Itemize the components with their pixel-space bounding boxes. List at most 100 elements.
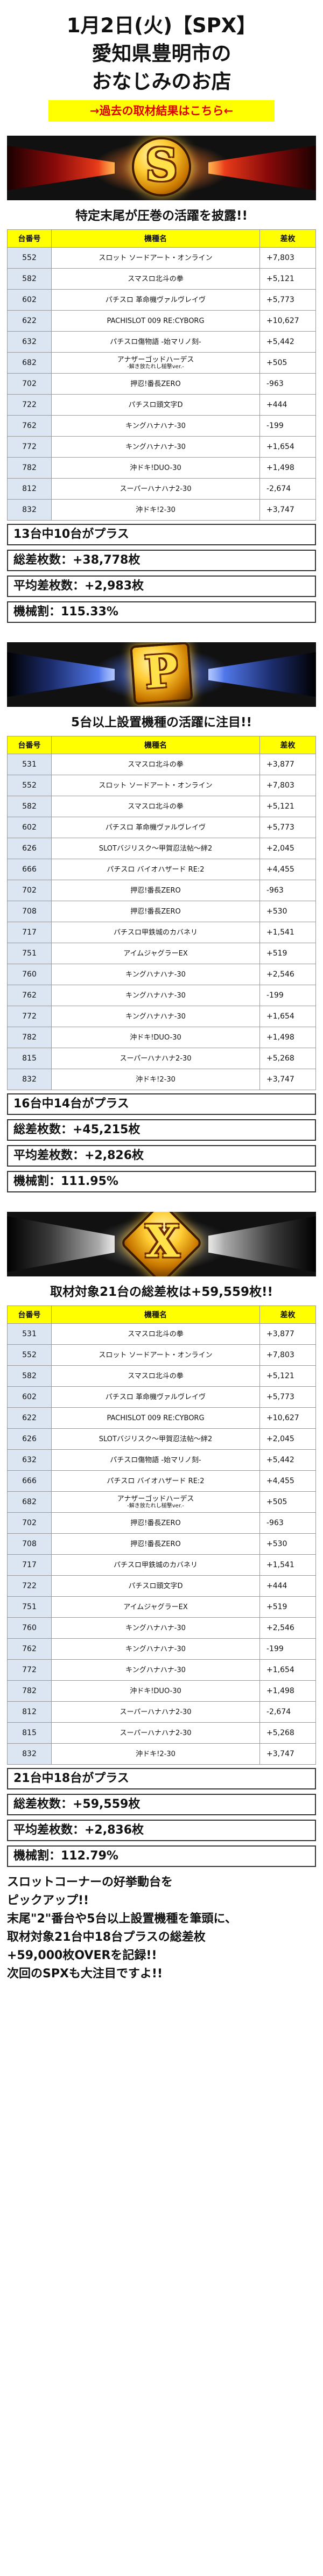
coin-difference: +530 [259, 901, 316, 922]
table-row: 815 スーパーハナハナ2-30 +5,268 [7, 1722, 316, 1744]
machine-name-cell: パチスロ バイオハザード RE:2 [51, 859, 260, 880]
machine-name-cell: スロット ソードアート・オンライン [51, 1344, 260, 1366]
machine-number: 832 [7, 1743, 52, 1765]
machine-number: 582 [7, 268, 52, 290]
machine-name-cell: キングハナハナ-30 [51, 1617, 260, 1639]
table-row: 772 キングハナハナ-30 +1,654 [7, 436, 316, 458]
machine-number: 760 [7, 964, 52, 985]
machine-name-cell: パチスロ 革命機ヴァルヴレイヴ [51, 817, 260, 838]
machine-name: スマスロ北斗の拳 [128, 760, 184, 769]
machine-name-cell: キングハナハナ-30 [51, 1006, 260, 1027]
coin-difference: +1,498 [259, 457, 316, 479]
machine-name-cell: アイムジャグラーEX [51, 1596, 260, 1618]
coin-difference: +2,546 [259, 1617, 316, 1639]
machine-name: パチスロ バイオハザード RE:2 [107, 1477, 205, 1485]
machine-number: 812 [7, 1701, 52, 1723]
machine-number: 832 [7, 499, 52, 521]
section-title: 特定末尾が圧巻の活躍を披露!! [75, 209, 248, 223]
machine-name: キングハナハナ-30 [125, 970, 186, 979]
outro-line: +59,000枚OVERを記録!! [7, 1949, 157, 1962]
header-diff: 差枚 [259, 736, 316, 754]
machine-name-cell: スーパーハナハナ2-30 [51, 478, 260, 500]
machine-number: 602 [7, 1386, 52, 1408]
machine-number: 815 [7, 1048, 52, 1069]
machine-name: SLOTバジリスク～甲賀忍法帖～絆2 [99, 844, 213, 853]
coin-difference: +1,654 [259, 1659, 316, 1681]
table-row: 531 スマスロ北斗の拳 +3,877 [7, 754, 316, 775]
table-row: 812 スーパーハナハナ2-30 -2,674 [7, 478, 316, 500]
coin-difference: -199 [259, 985, 316, 1006]
coin-difference: -2,674 [259, 478, 316, 500]
past-results-link[interactable]: →過去の取材結果はこちら← [48, 100, 275, 122]
coin-difference: +5,773 [259, 1386, 316, 1408]
machine-name: スーパーハナハナ2-30 [120, 485, 192, 493]
table-row: 602 パチスロ 革命機ヴァルヴレイヴ +5,773 [7, 817, 316, 838]
machine-name: 沖ドキ!2-30 [136, 1075, 175, 1084]
machine-name: パチスロ傷物語 -始マリノ刻- [110, 338, 201, 346]
table-row: 760 キングハナハナ-30 +2,546 [7, 1617, 316, 1639]
average-diff-box: 平均差枚数：+2,826枚 [7, 1145, 316, 1167]
machine-name: SLOTバジリスク～甲賀忍法帖～絆2 [99, 1435, 213, 1443]
table-row: 602 パチスロ 革命機ヴァルヴレイヴ +5,773 [7, 1386, 316, 1408]
machine-number: 812 [7, 478, 52, 500]
plus-count-box: 16台中14台がプラス [7, 1093, 316, 1115]
machine-name: キングハナハナ-30 [125, 1012, 186, 1021]
header-id: 台番号 [7, 1305, 52, 1324]
page-title-location: 愛知県豊明市の [92, 42, 231, 65]
coin-difference: +530 [259, 1533, 316, 1555]
table-row: 531 スマスロ北斗の拳 +3,877 [7, 1323, 316, 1345]
coin-difference: +4,455 [259, 859, 316, 880]
table-row: 717 パチスロ甲鉄城のカバネリ +1,541 [7, 1554, 316, 1576]
table-row: 832 沖ドキ!2-30 +3,747 [7, 1743, 316, 1765]
machine-name: 押忍!番長ZERO [130, 1519, 181, 1527]
table-row: 782 沖ドキ!DUO-30 +1,498 [7, 1680, 316, 1702]
machine-name-cell: SLOTバジリスク～甲賀忍法帖～絆2 [51, 838, 260, 859]
coin-difference: -963 [259, 373, 316, 395]
machine-name: パチスロ バイオハザード RE:2 [107, 865, 205, 874]
payout-rate-box: 機械割：115.33% [7, 601, 316, 623]
coin-difference: +1,541 [259, 922, 316, 943]
machine-number: 782 [7, 457, 52, 479]
machine-name-cell: 沖ドキ!2-30 [51, 1069, 260, 1090]
outro-line: 取材対象21台中18台プラスの総差枚 [7, 1931, 206, 1944]
machine-name-cell: キングハナハナ-30 [51, 985, 260, 1006]
machine-number: 832 [7, 1069, 52, 1090]
table-row: 552 スロット ソードアート・オンライン +7,803 [7, 1344, 316, 1366]
total-diff-box: 総差枚数：+45,215枚 [7, 1119, 316, 1141]
coin-difference: +2,045 [259, 838, 316, 859]
machine-name: キングハナハナ-30 [125, 1666, 186, 1674]
header-diff: 差枚 [259, 1305, 316, 1324]
machine-name-cell: 沖ドキ!2-30 [51, 1743, 260, 1765]
coin-difference: +5,442 [259, 1449, 316, 1471]
coin-difference: +7,803 [259, 775, 316, 796]
header-name: 機種名 [51, 736, 260, 754]
machine-name-cell: スーパーハナハナ2-30 [51, 1701, 260, 1723]
outro-line: ピックアップ!! [7, 1894, 89, 1907]
machine-name-cell: スロット ソードアート・オンライン [51, 247, 260, 269]
machine-number: 762 [7, 985, 52, 1006]
machine-name: キングハナハナ-30 [125, 1624, 186, 1632]
machine-number: 762 [7, 1638, 52, 1660]
machine-name: スーパーハナハナ2-30 [120, 1708, 192, 1716]
machine-name: 押忍!番長ZERO [130, 1540, 181, 1548]
machine-name-cell: 押忍!番長ZERO [51, 901, 260, 922]
machine-name-cell: アイムジャグラーEX [51, 943, 260, 964]
section-summary: 13台中10台がプラス 総差枚数：+38,778枚 平均差枚数：+2,983枚 機械割… [7, 524, 316, 623]
machine-number: 622 [7, 1407, 52, 1429]
section-spacer [0, 623, 323, 642]
table-row: 602 パチスロ 革命機ヴァルヴレイヴ +5,773 [7, 289, 316, 311]
machine-number: 582 [7, 796, 52, 817]
machine-name-cell: スマスロ北斗の拳 [51, 754, 260, 775]
table-row: 717 パチスロ甲鉄城のカバネリ +1,541 [7, 922, 316, 943]
machine-number: 702 [7, 1512, 52, 1534]
table-row: 782 沖ドキ!DUO-30 +1,498 [7, 457, 316, 479]
machine-number: 552 [7, 775, 52, 796]
machine-number: 552 [7, 247, 52, 269]
coin-difference: +5,121 [259, 1365, 316, 1387]
table-header-row: 台番号 機種名 差枚 [7, 1305, 316, 1324]
table-row: 722 パチスロ頭文字D +444 [7, 1575, 316, 1597]
banner-letter: P [143, 644, 180, 699]
coin-difference: +1,654 [259, 1006, 316, 1027]
coin-difference: +5,442 [259, 331, 316, 353]
coin-difference: +1,498 [259, 1680, 316, 1702]
